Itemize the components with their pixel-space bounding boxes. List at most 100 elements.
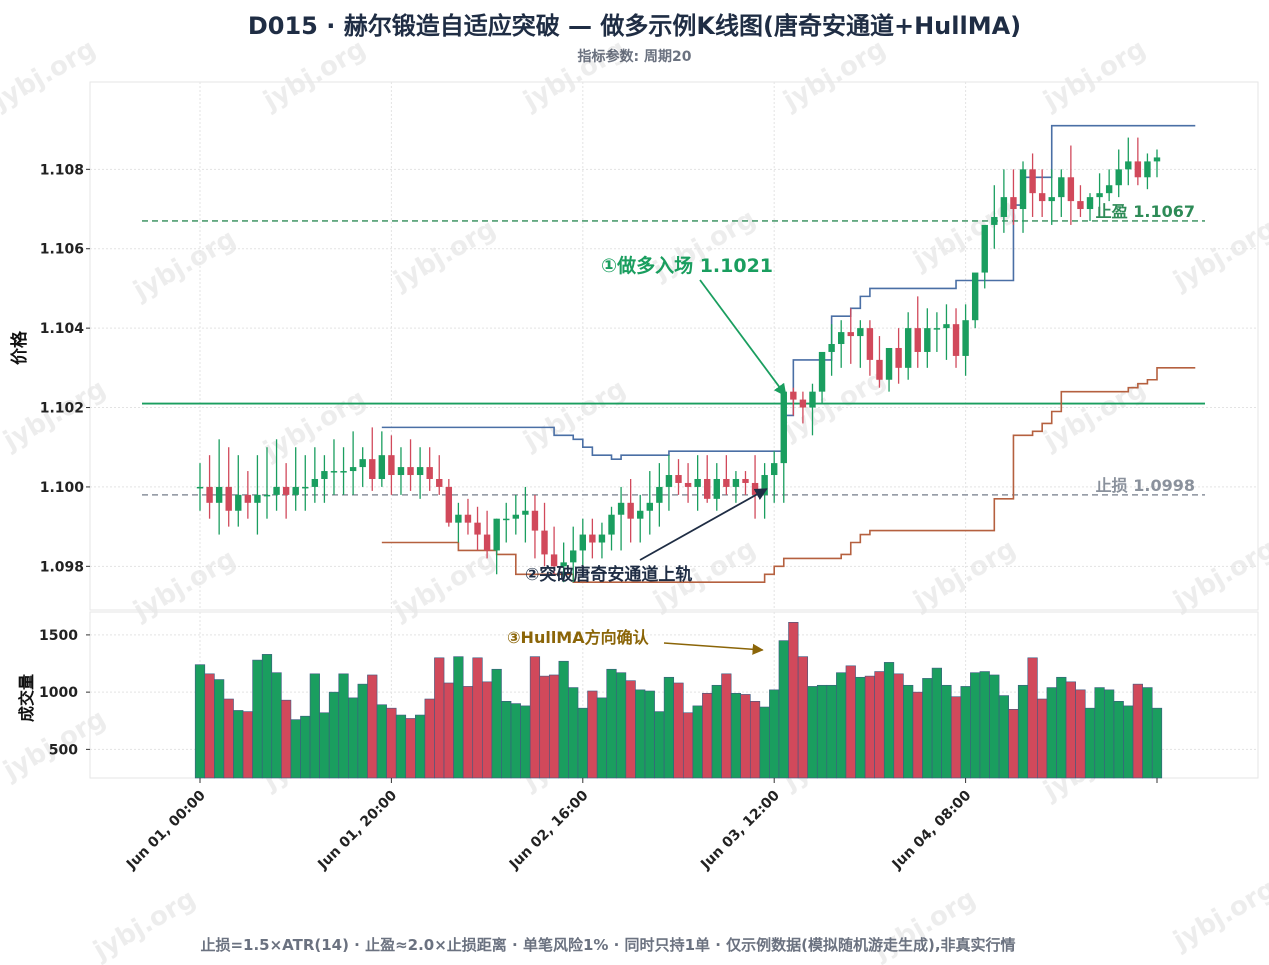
entry-annotation: ①做多入场 1.1021 (601, 254, 773, 277)
watermark-text: jybj.org (518, 374, 631, 457)
volume-bar (319, 712, 330, 779)
volume-bar (328, 691, 340, 779)
candle-body (914, 328, 921, 352)
candle-body (991, 216, 998, 225)
candle-body (244, 494, 252, 503)
candle-body (857, 328, 864, 337)
volume-bar (615, 672, 627, 779)
price-panel-frame (89, 81, 1259, 611)
candle-body (349, 467, 357, 472)
candle-body (282, 486, 290, 495)
candle-body (206, 486, 213, 503)
candle-body (541, 530, 548, 555)
volume-bar (1046, 687, 1057, 779)
candle-body (866, 328, 874, 360)
candle-body (570, 550, 577, 563)
candle-body (196, 486, 204, 489)
candle-body (799, 399, 807, 408)
footer-note: 止损=1.5×ATR(14) · 止盈≈2.0×止损距离 · 单笔风险1% · … (200, 936, 1016, 954)
candle-body (962, 320, 969, 356)
candle-body (1058, 177, 1065, 198)
watermark-text: jybj.org (908, 534, 1021, 617)
volume-bar (424, 698, 435, 779)
candle-body (369, 459, 376, 479)
candle-body (598, 534, 606, 543)
watermark-text: jybj.org (258, 34, 371, 117)
candle-body (809, 391, 816, 408)
candle-body (885, 347, 893, 380)
volume-bar (730, 692, 742, 779)
volume-bar (596, 697, 608, 779)
volume-bar (989, 674, 1000, 779)
candle-body (225, 486, 232, 511)
candle-body (474, 522, 481, 535)
candle-body (512, 514, 520, 519)
volume-bar (654, 711, 665, 779)
candles (196, 137, 1161, 583)
candle-body (1105, 185, 1113, 194)
candle-body (1029, 169, 1036, 194)
candle-body (388, 455, 395, 476)
watermark-text: jybj.org (388, 214, 501, 297)
donchian-lower-band (381, 367, 1196, 584)
volume-bar (692, 705, 703, 779)
candle-body (1096, 193, 1103, 198)
candle-body (503, 518, 510, 521)
take-profit-label: 止盈 1.1067 (1096, 202, 1195, 221)
y-tick-label: 1.102 (40, 401, 84, 417)
candle-body (407, 467, 414, 476)
x-tick-label: Jun 03, 12:00 (697, 787, 783, 873)
volume-bar (223, 698, 234, 779)
volume-bar (644, 690, 655, 779)
candle-body (790, 391, 797, 400)
watermark-text: jybj.org (128, 224, 241, 307)
volume-bar (1065, 681, 1076, 779)
candle-body (704, 478, 711, 499)
volume-bar (348, 697, 359, 779)
y-tick-label: 1.104 (40, 321, 85, 337)
candle-body (761, 475, 768, 495)
volume-bar (395, 714, 407, 779)
candle-body (971, 272, 979, 321)
volume-bar (1017, 684, 1029, 779)
volume-bar (998, 695, 1009, 779)
breakout-arrow (639, 488, 768, 561)
volume-bar (807, 686, 818, 779)
candle-body (656, 486, 663, 503)
volume-bar (214, 679, 225, 779)
candle-body (627, 502, 634, 519)
candle-body (254, 494, 261, 503)
volume-bar (788, 622, 799, 779)
volume-bar (415, 714, 426, 779)
volume-bar (548, 674, 560, 779)
volume-bar (1037, 698, 1048, 779)
volume-bar (338, 673, 349, 779)
volume-bar (309, 673, 320, 779)
stop-loss-label: 止损 1.0998 (1096, 476, 1195, 495)
candle-body (426, 467, 433, 479)
volume-bar (520, 705, 531, 779)
watermark-text: jybj.org (1038, 34, 1151, 117)
volume-bar (721, 673, 732, 779)
candle-body (895, 347, 902, 368)
watermark-text: jybj.org (1168, 214, 1269, 297)
volume-tick-label: 1500 (39, 628, 78, 644)
volume-bar (376, 704, 387, 779)
volume-bar (462, 686, 474, 779)
candle-body (330, 471, 338, 473)
volume-tick-label: 500 (49, 742, 78, 758)
candle-body (436, 478, 443, 487)
watermark-text: jybj.org (0, 34, 101, 117)
candle-body (1019, 169, 1027, 210)
watermark-text: jybj.org (518, 34, 631, 117)
candle-body (311, 478, 319, 487)
volume-bar (950, 696, 962, 779)
volume-bar (443, 682, 454, 779)
volume-bar (290, 719, 301, 779)
candle-body (1048, 197, 1055, 202)
volume-bar (434, 657, 445, 779)
candle-body (359, 459, 366, 468)
volume-bar (252, 659, 263, 779)
y-tick-label: 1.098 (40, 559, 84, 575)
volume-bar (472, 657, 483, 779)
